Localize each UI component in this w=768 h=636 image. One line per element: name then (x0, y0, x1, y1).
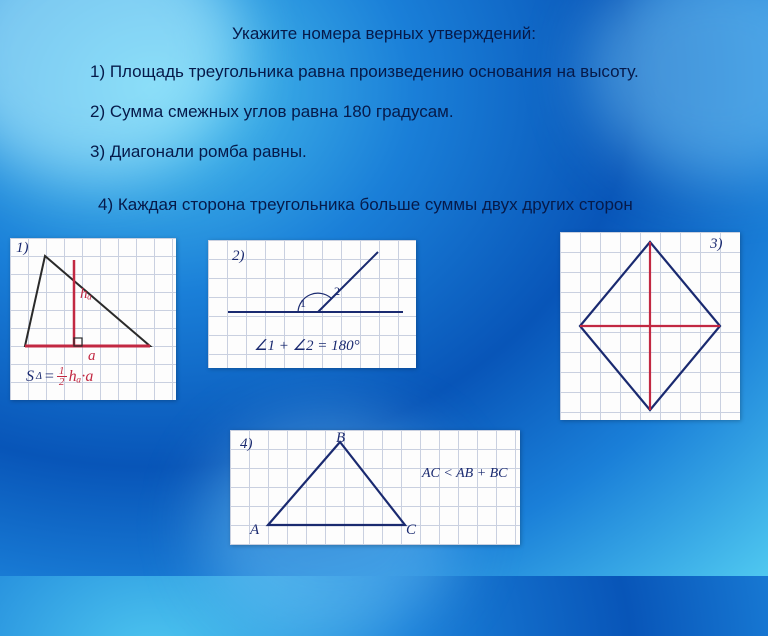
page-title: Укажите номера верных утверждений: (0, 24, 768, 44)
statement-2: 2) Сумма смежных углов равна 180 градуса… (90, 102, 454, 122)
formula-rest: hₐ·a (69, 368, 94, 386)
inequality: AC < AB + BC (422, 466, 508, 482)
figure-1: 1) hₐ a SΔ = 1 2 hₐ·a (10, 238, 176, 400)
angle-1-label: 1 (300, 296, 306, 311)
formula-half-top: 1 (59, 366, 65, 376)
angle-equation: ∠1 + ∠2 = 180° (254, 336, 360, 355)
angle-2-label: 2 (334, 284, 340, 299)
rhombus-diagram (560, 232, 740, 420)
area-formula: SΔ = 1 2 hₐ·a (26, 366, 93, 387)
triangle-inequality-diagram (230, 430, 430, 545)
formula-S: S (26, 368, 34, 386)
base-label: a (88, 348, 96, 365)
formula-sub: Δ (36, 371, 42, 382)
figure-3: 3) (560, 232, 740, 420)
vertex-C: C (406, 522, 416, 539)
statement-1: 1) Площадь треугольника равна произведен… (90, 62, 639, 82)
figure-4: 4) A B C AC < AB + BC (230, 430, 520, 545)
figure-2: 2) 1 2 ∠1 + ∠2 = 180° (208, 240, 416, 368)
statement-3: 3) Диагонали ромба равны. (90, 142, 307, 162)
statement-4: 4) Каждая сторона треугольника больше су… (98, 195, 633, 215)
vertex-A: A (250, 522, 259, 539)
vertex-B: B (336, 430, 345, 447)
formula-half-bot: 2 (59, 377, 65, 387)
height-label: hₐ (80, 286, 92, 303)
formula-eq: = (44, 368, 55, 386)
